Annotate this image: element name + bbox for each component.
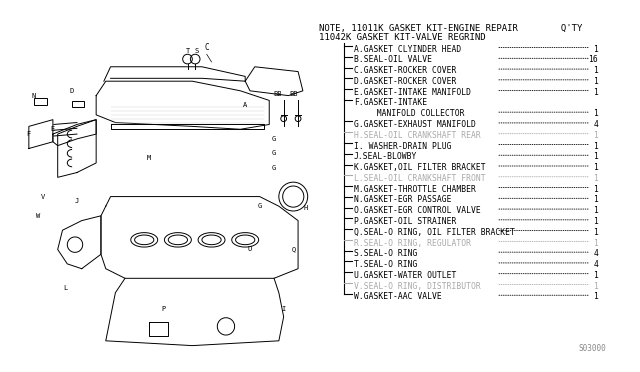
Text: V.SEAL-O RING, DISTRIBUTOR: V.SEAL-O RING, DISTRIBUTOR	[354, 282, 481, 291]
Text: T.SEAL-O RING: T.SEAL-O RING	[354, 260, 417, 269]
Text: G: G	[257, 203, 262, 209]
Text: G.GASKET-EXHAUST MANIFOLD: G.GASKET-EXHAUST MANIFOLD	[354, 120, 476, 129]
Text: R.SEAL-O RING, REGULATOR: R.SEAL-O RING, REGULATOR	[354, 238, 471, 247]
Text: 1: 1	[593, 77, 598, 86]
Text: C: C	[204, 44, 209, 52]
Text: Q: Q	[291, 247, 296, 253]
Text: N: N	[31, 93, 36, 99]
Text: 1: 1	[593, 185, 598, 194]
Text: 4: 4	[593, 120, 598, 129]
Bar	[34, 97, 47, 105]
Text: T: T	[186, 48, 191, 54]
Text: N.GASKET-EGR PASSAGE: N.GASKET-EGR PASSAGE	[354, 195, 451, 205]
Text: 4: 4	[593, 260, 598, 269]
Text: MANIFOLD COLLECTOR: MANIFOLD COLLECTOR	[367, 109, 465, 118]
Text: L: L	[63, 285, 67, 291]
Text: 1: 1	[593, 217, 598, 226]
Text: M.GASKET-THROTTLE CHAMBER: M.GASKET-THROTTLE CHAMBER	[354, 185, 476, 194]
Text: 16: 16	[588, 55, 598, 64]
Text: 1: 1	[593, 238, 598, 247]
Text: J.SEAL-BLOWBY: J.SEAL-BLOWBY	[354, 153, 417, 161]
Text: U.GASKET-WATER OUTLET: U.GASKET-WATER OUTLET	[354, 271, 456, 280]
Text: 1: 1	[593, 271, 598, 280]
Text: BB: BB	[289, 91, 298, 97]
Text: A: A	[243, 102, 247, 108]
Text: 1: 1	[593, 45, 598, 54]
Text: 1: 1	[593, 66, 598, 75]
Text: 1: 1	[593, 88, 598, 97]
Text: G: G	[272, 150, 276, 156]
Text: 1: 1	[593, 206, 598, 215]
Text: 1: 1	[593, 195, 598, 205]
Text: 1: 1	[593, 228, 598, 237]
Text: 1: 1	[593, 163, 598, 172]
Text: F: F	[27, 131, 31, 137]
Text: NOTE, 11011K GASKET KIT-ENGINE REPAIR        Q'TY: NOTE, 11011K GASKET KIT-ENGINE REPAIR Q'…	[319, 23, 582, 32]
Text: A.GASKET CLYINDER HEAD: A.GASKET CLYINDER HEAD	[354, 45, 461, 54]
Text: BB: BB	[274, 91, 282, 97]
Text: 1: 1	[593, 292, 598, 301]
Text: D: D	[70, 88, 74, 94]
Text: F.GASKET-INTAKE: F.GASKET-INTAKE	[354, 99, 427, 108]
Text: 1: 1	[593, 282, 598, 291]
Text: S: S	[194, 48, 198, 54]
Text: 1: 1	[593, 174, 598, 183]
Text: E.GASKET-INTAKE MANIFOLD: E.GASKET-INTAKE MANIFOLD	[354, 88, 471, 97]
Text: 11042K GASKET KIT-VALVE REGRIND: 11042K GASKET KIT-VALVE REGRIND	[319, 33, 486, 42]
Text: U: U	[248, 247, 252, 253]
Text: 1: 1	[593, 109, 598, 118]
Text: P.GASKET-OIL STRAINER: P.GASKET-OIL STRAINER	[354, 217, 456, 226]
Text: G: G	[272, 136, 276, 142]
Text: S03000: S03000	[578, 344, 606, 353]
Text: H.SEAL-OIL CRANKSHAFT REAR: H.SEAL-OIL CRANKSHAFT REAR	[354, 131, 481, 140]
Text: O.GASKET-EGR CONTROL VALVE: O.GASKET-EGR CONTROL VALVE	[354, 206, 481, 215]
Text: J: J	[75, 198, 79, 204]
Text: I. WASHER-DRAIN PLUG: I. WASHER-DRAIN PLUG	[354, 142, 451, 151]
Text: 1: 1	[593, 153, 598, 161]
Text: V: V	[41, 193, 45, 199]
Text: W.GASKET-AAC VALVE: W.GASKET-AAC VALVE	[354, 292, 442, 301]
Text: 4: 4	[593, 249, 598, 258]
Text: S.SEAL-O RING: S.SEAL-O RING	[354, 249, 417, 258]
Bar	[72, 102, 84, 107]
Text: D.GASKET-ROCKER COVER: D.GASKET-ROCKER COVER	[354, 77, 456, 86]
Text: K.GASKET,OIL FILTER BRACKET: K.GASKET,OIL FILTER BRACKET	[354, 163, 486, 172]
Text: E: E	[51, 126, 55, 132]
Text: Q.SEAL-O RING, OIL FILTER BRACKET: Q.SEAL-O RING, OIL FILTER BRACKET	[354, 228, 515, 237]
Text: 1: 1	[593, 142, 598, 151]
Text: P: P	[161, 306, 166, 312]
Text: I: I	[282, 306, 286, 312]
Text: C.GASKET-ROCKER COVER: C.GASKET-ROCKER COVER	[354, 66, 456, 75]
Text: L.SEAL-OIL CRANKSHAFT FRONT: L.SEAL-OIL CRANKSHAFT FRONT	[354, 174, 486, 183]
Text: G: G	[272, 165, 276, 171]
Text: M: M	[147, 155, 151, 161]
Text: W: W	[36, 213, 40, 219]
Text: H: H	[303, 205, 308, 211]
Text: B.SEAL-OIL VALVE: B.SEAL-OIL VALVE	[354, 55, 432, 64]
Text: 1: 1	[593, 131, 598, 140]
